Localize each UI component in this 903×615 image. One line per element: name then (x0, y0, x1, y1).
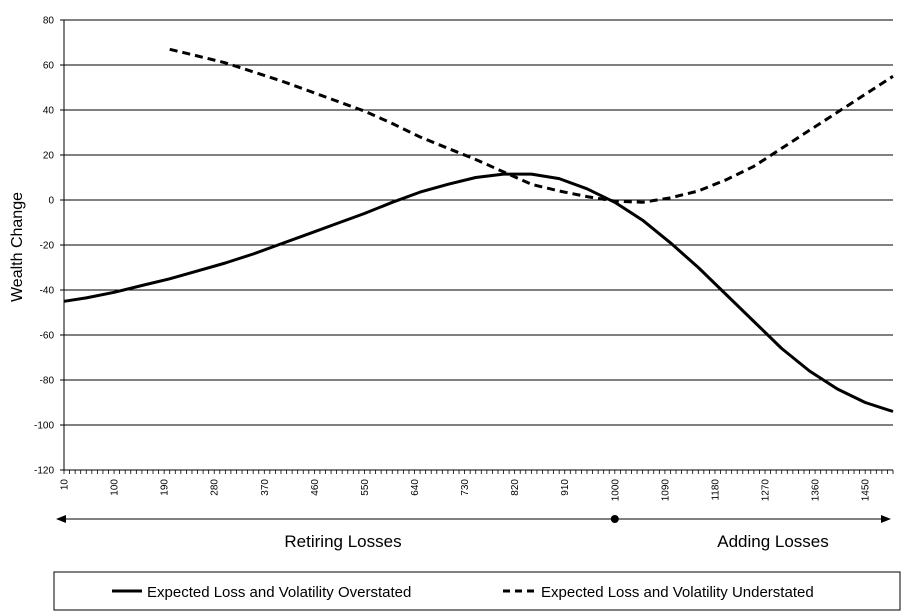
grid-layer (60, 19, 893, 471)
x-tick-labels: 10 100 190 280 370 460 550 640 730 820 910 1000 1090… (60, 479, 872, 502)
y-tick-label-20: 20 (43, 151, 55, 162)
x-tick-label-1090: 1090 (660, 479, 671, 502)
x-tick-label-1000: 1000 (610, 479, 621, 502)
x-tick-label-730: 730 (460, 479, 471, 496)
series-layer (63, 47, 894, 413)
y-tick-label--60: -60 (40, 331, 55, 342)
x-tick-label-1360: 1360 (811, 479, 822, 502)
x-tick-label-640: 640 (410, 479, 421, 496)
x-tick-label-460: 460 (310, 479, 321, 496)
axes (63, 20, 894, 474)
y-tick-label-40: 40 (43, 106, 55, 117)
left-arrowhead (56, 515, 66, 523)
left-region-label: Retiring Losses (284, 532, 401, 551)
y-tick-label--100: -100 (34, 421, 54, 432)
y-tick-label--120: -120 (34, 466, 54, 477)
x-tick-label-280: 280 (210, 479, 221, 496)
legend-label-overstated: Expected Loss and Volatility Overstated (147, 584, 411, 601)
x-tick-label-550: 550 (360, 479, 371, 496)
right-region-label: Adding Losses (717, 532, 829, 551)
x-tick-label-370: 370 (260, 479, 271, 496)
x-tick-label-1450: 1450 (861, 479, 872, 502)
legend-box (53, 571, 901, 611)
series-line-overstated (63, 172, 894, 413)
y-axis-title: Wealth Change (9, 192, 26, 302)
y-tick-label--40: -40 (40, 286, 55, 297)
x-tick-label-1180: 1180 (710, 479, 721, 501)
legend-label-understated: Expected Loss and Volatility Understated (541, 584, 814, 601)
y-tick-labels: -120 -100 -80 -60 -40 -20 0 20 40 60 80 (34, 16, 54, 477)
y-tick-label--80: -80 (40, 376, 55, 387)
series-line-understated (169, 47, 894, 204)
region-annotation (56, 515, 891, 523)
x-tick-label-1270: 1270 (761, 479, 772, 502)
x-tick-label-10: 10 (60, 479, 71, 491)
y-tick-label-60: 60 (43, 61, 55, 72)
x-tick-label-100: 100 (110, 479, 121, 496)
y-tick-label-80: 80 (43, 16, 55, 27)
y-tick-label-0: 0 (48, 196, 54, 207)
divider-marker (610, 515, 619, 523)
right-arrowhead (881, 515, 891, 523)
x-tick-label-190: 190 (160, 479, 171, 496)
y-tick-label--20: -20 (40, 241, 55, 252)
x-tick-label-820: 820 (510, 479, 521, 496)
x-tick-label-910: 910 (560, 479, 571, 496)
